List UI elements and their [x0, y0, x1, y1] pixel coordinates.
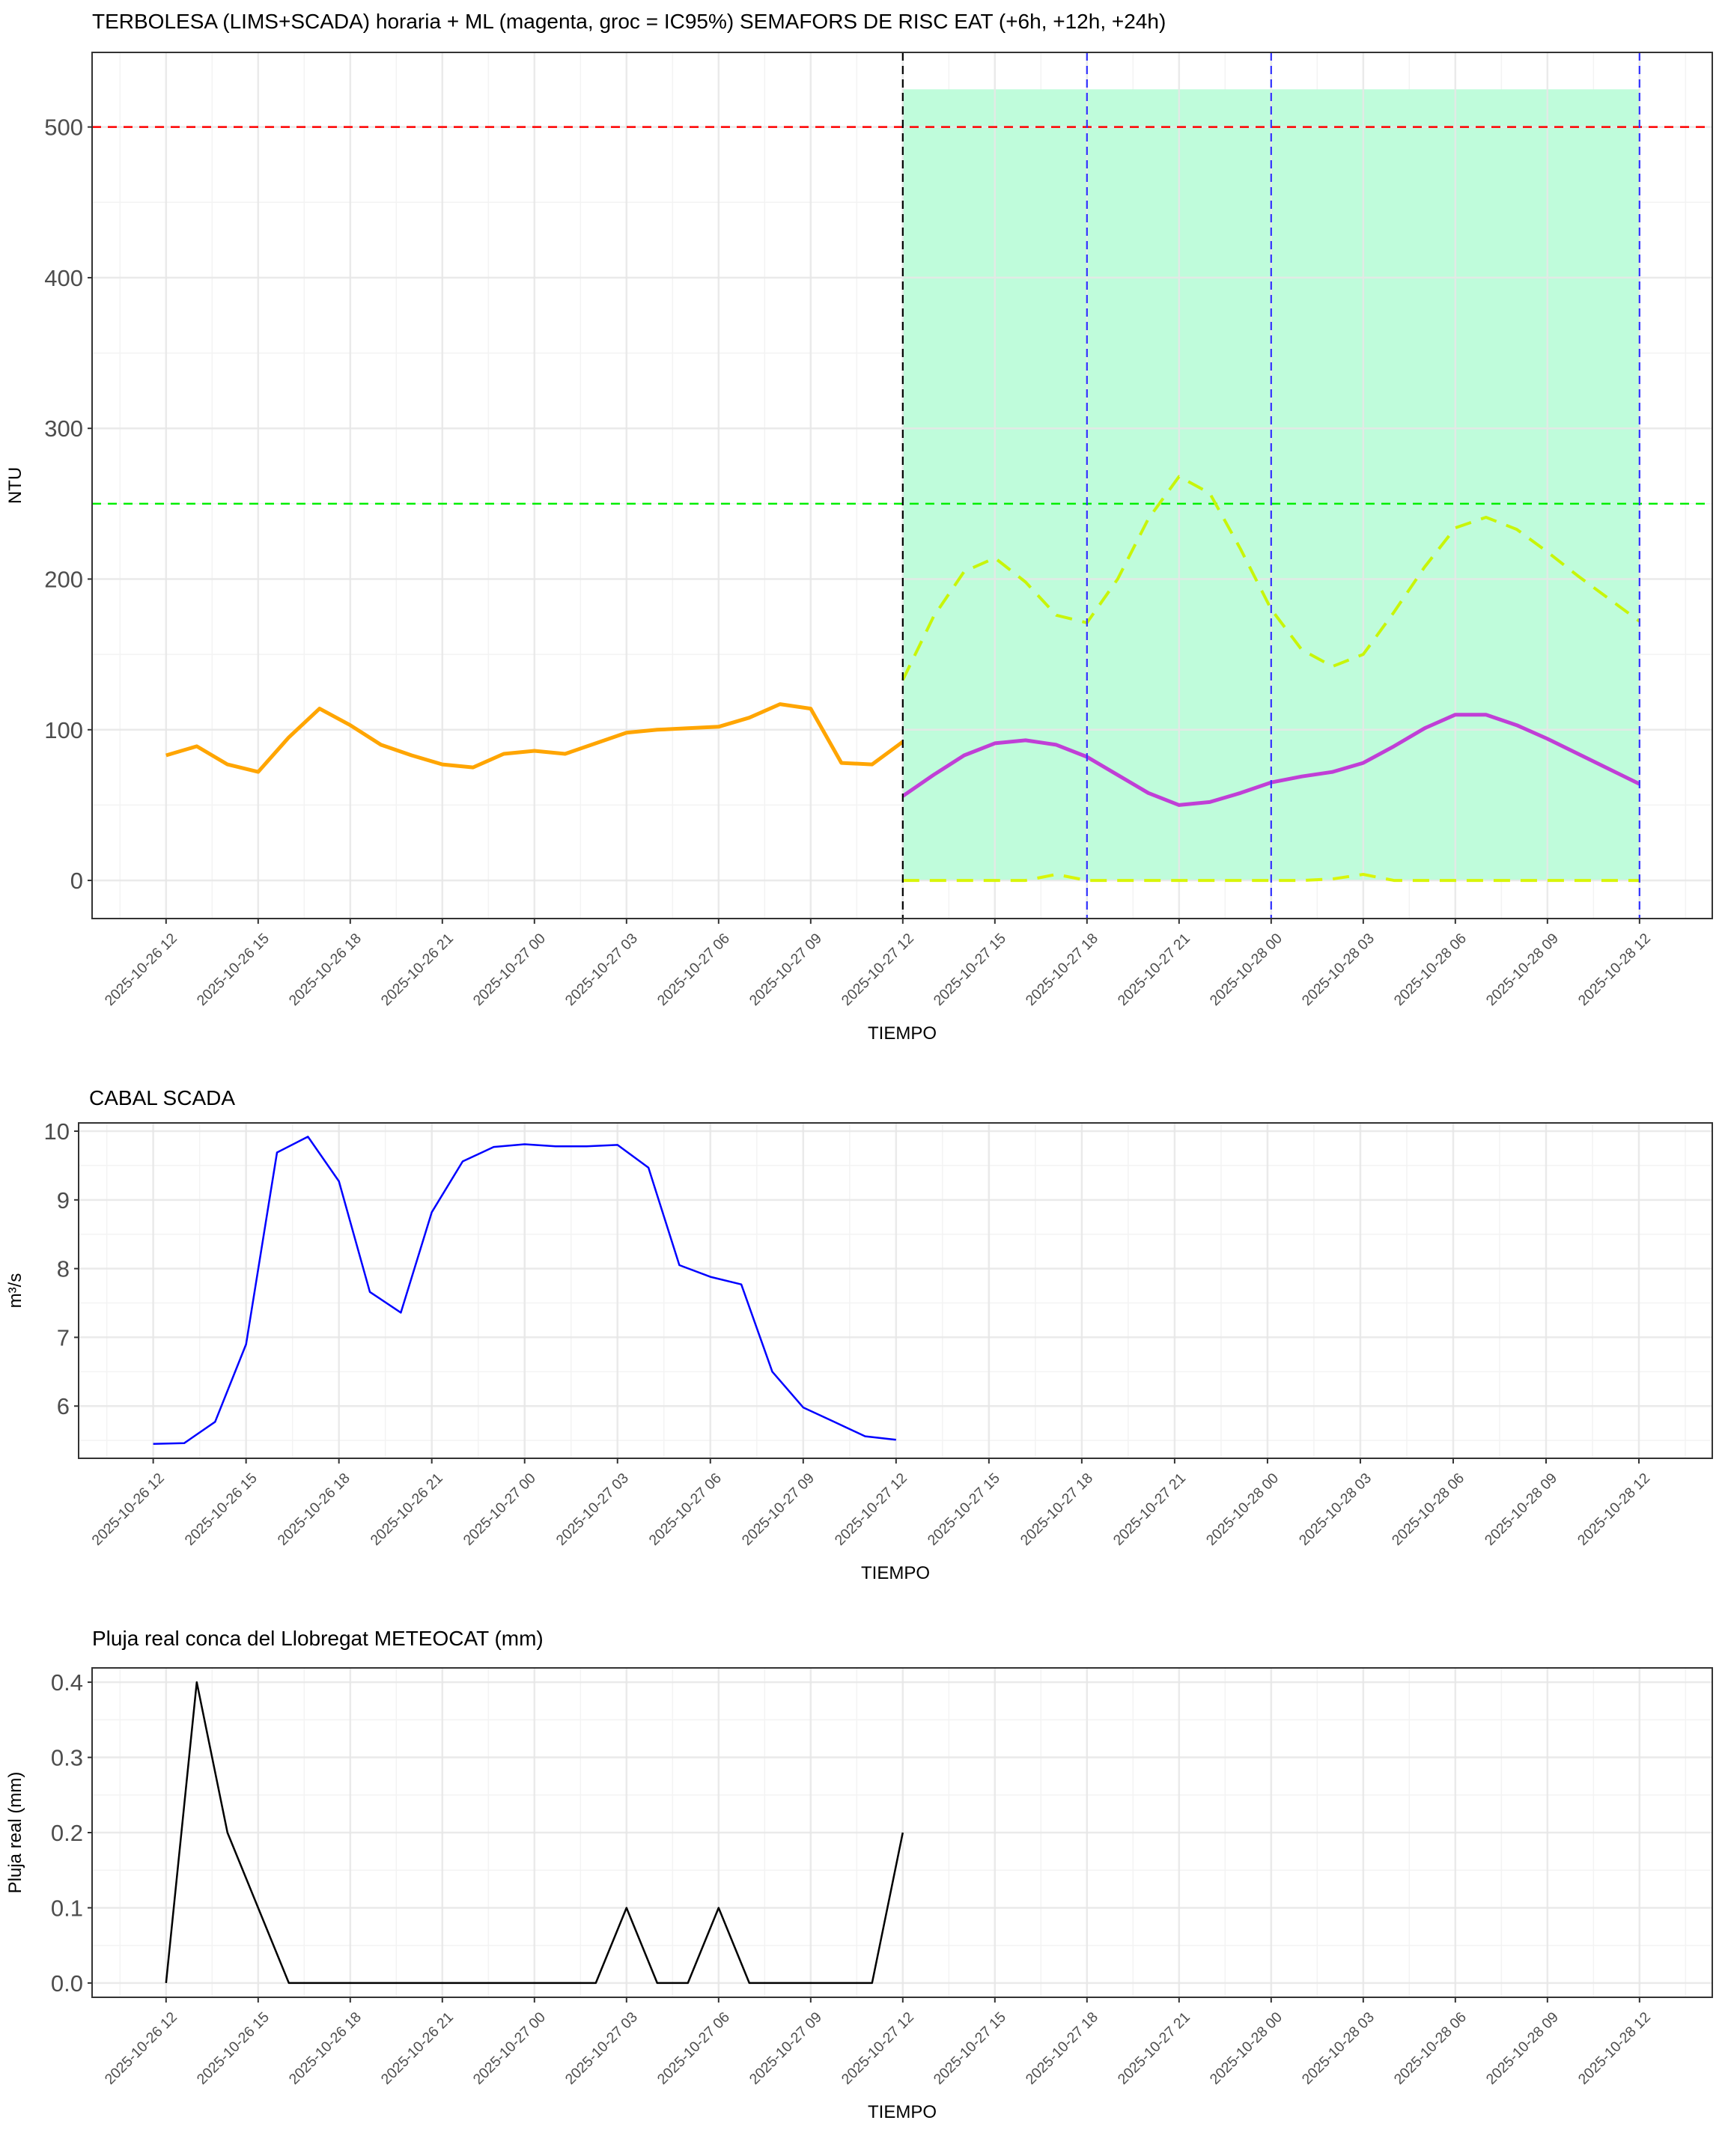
x-tick-label: 2025-10-26 21 — [378, 931, 457, 1009]
x-tick-label: 2025-10-28 03 — [1299, 2009, 1378, 2088]
x-tick-label: 2025-10-27 03 — [562, 2009, 641, 2088]
x-tick-label: 2025-10-28 06 — [1389, 1470, 1467, 1549]
x-tick-label: 2025-10-27 06 — [654, 931, 733, 1009]
chart-title: TERBOLESA (LIMS+SCADA) horaria + ML (mag… — [92, 10, 1166, 33]
x-tick-label: 2025-10-27 21 — [1115, 931, 1193, 1009]
x-tick-label: 2025-10-28 12 — [1575, 1470, 1653, 1549]
x-axis-title: TIEMPO — [861, 1563, 930, 1583]
x-tick-label: 2025-10-27 18 — [1023, 931, 1101, 1009]
y-tick-label: 100 — [44, 717, 83, 743]
y-tick-label: 0.3 — [51, 1745, 83, 1771]
x-tick-label: 2025-10-27 15 — [931, 930, 1009, 1008]
chart-title: CABAL SCADA — [89, 1086, 235, 1109]
x-tick-label: 2025-10-27 09 — [739, 1470, 818, 1549]
y-axis-title: m³/s — [5, 1273, 25, 1309]
x-tick-label: 2025-10-28 00 — [1207, 2009, 1286, 2087]
x-axis-title: TIEMPO — [868, 2102, 937, 2122]
x-tick-label: 2025-10-28 03 — [1299, 931, 1378, 1009]
x-tick-label: 2025-10-26 18 — [286, 2009, 365, 2088]
x-tick-label: 2025-10-26 12 — [89, 1470, 168, 1549]
y-tick-label: 200 — [44, 566, 83, 592]
y-axis-title: NTU — [5, 467, 25, 504]
y-tick-label: 7 — [57, 1324, 70, 1350]
y-tick-label: 0.0 — [51, 1970, 83, 1997]
x-tick-label: 2025-10-27 00 — [470, 2009, 549, 2087]
y-tick-label: 0.2 — [51, 1820, 83, 1846]
x-tick-label: 2025-10-26 15 — [182, 1470, 261, 1548]
y-tick-label: 0 — [70, 868, 83, 894]
x-tick-label: 2025-10-26 21 — [368, 1470, 446, 1549]
x-tick-label: 2025-10-28 03 — [1296, 1470, 1375, 1549]
x-tick-label: 2025-10-27 09 — [746, 931, 825, 1009]
x-tick-label: 2025-10-28 09 — [1482, 1470, 1560, 1549]
x-tick-label: 2025-10-28 00 — [1203, 1470, 1282, 1548]
y-axis-title: Pluja real (mm) — [5, 1772, 25, 1894]
y-tick-label: 10 — [44, 1118, 70, 1145]
x-tick-label: 2025-10-26 15 — [194, 2009, 273, 2087]
x-tick-label: 2025-10-27 03 — [562, 931, 641, 1009]
x-tick-label: 2025-10-28 09 — [1483, 2009, 1562, 2088]
y-tick-label: 9 — [57, 1187, 70, 1213]
x-tick-label: 2025-10-27 21 — [1115, 2009, 1193, 2088]
x-tick-label: 2025-10-27 06 — [646, 1470, 725, 1549]
x-tick-label: 2025-10-26 21 — [378, 2009, 457, 2088]
y-tick-label: 500 — [44, 115, 83, 141]
x-tick-label: 2025-10-26 18 — [286, 931, 365, 1009]
x-tick-label: 2025-10-28 12 — [1575, 2009, 1654, 2088]
x-tick-label: 2025-10-27 12 — [832, 1470, 910, 1549]
x-tick-label: 2025-10-27 12 — [839, 2009, 917, 2088]
x-axis-title: TIEMPO — [868, 1023, 937, 1044]
x-tick-label: 2025-10-26 18 — [275, 1470, 353, 1549]
x-tick-label: 2025-10-27 12 — [839, 931, 917, 1009]
x-tick-label: 2025-10-27 00 — [470, 930, 549, 1008]
y-tick-label: 300 — [44, 415, 83, 442]
x-tick-label: 2025-10-28 06 — [1391, 2009, 1470, 2088]
y-tick-label: 0.4 — [51, 1669, 83, 1696]
x-tick-label: 2025-10-26 15 — [194, 930, 273, 1008]
x-tick-label: 2025-10-27 15 — [925, 1470, 1003, 1548]
x-tick-label: 2025-10-27 18 — [1023, 2009, 1101, 2088]
x-tick-label: 2025-10-26 12 — [102, 931, 180, 1009]
y-tick-label: 8 — [57, 1256, 70, 1282]
x-tick-label: 2025-10-27 06 — [654, 2009, 733, 2088]
x-tick-label: 2025-10-28 00 — [1207, 930, 1286, 1008]
x-tick-label: 2025-10-27 18 — [1017, 1470, 1096, 1549]
y-tick-label: 400 — [44, 265, 83, 291]
x-tick-label: 2025-10-28 09 — [1483, 931, 1562, 1009]
x-tick-label: 2025-10-28 12 — [1575, 931, 1654, 1009]
chart-title: Pluja real conca del Llobregat METEOCAT … — [92, 1627, 544, 1650]
y-tick-label: 6 — [57, 1393, 70, 1419]
x-tick-label: 2025-10-27 21 — [1110, 1470, 1189, 1549]
x-tick-label: 2025-10-26 12 — [102, 2009, 180, 2088]
x-tick-label: 2025-10-28 06 — [1391, 931, 1470, 1009]
x-tick-label: 2025-10-27 03 — [553, 1470, 632, 1549]
y-tick-label: 0.1 — [51, 1895, 83, 1921]
x-tick-label: 2025-10-27 00 — [460, 1470, 539, 1548]
x-tick-label: 2025-10-27 15 — [931, 2009, 1009, 2087]
x-tick-label: 2025-10-27 09 — [746, 2009, 825, 2088]
